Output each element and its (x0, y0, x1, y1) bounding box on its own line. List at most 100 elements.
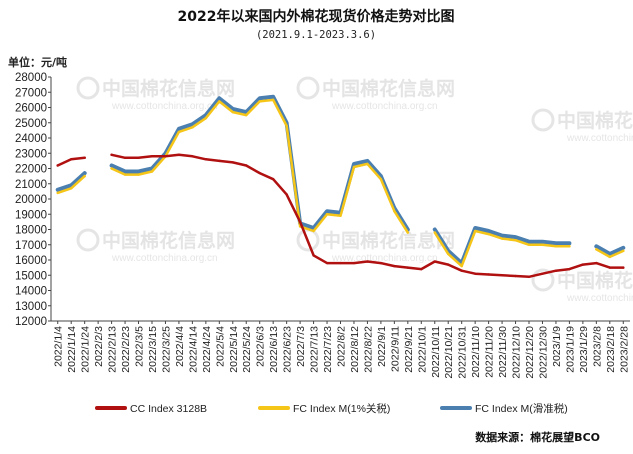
data-point (595, 245, 598, 248)
data-point (245, 113, 248, 117)
data-point (177, 130, 181, 134)
data-point (325, 213, 329, 216)
x-tick-label: 2022/10/21 (443, 326, 455, 379)
data-point (352, 165, 356, 169)
data-point (406, 231, 410, 234)
data-point (83, 174, 86, 178)
data-point (245, 164, 248, 167)
x-tick-label: 2022/9/11 (389, 326, 401, 372)
data-point (514, 238, 517, 242)
data-point (177, 127, 181, 131)
x-tick-label: 2022/12/30 (537, 326, 549, 379)
data-point (595, 248, 598, 251)
data-point (123, 170, 127, 173)
x-tick-label: 2022/2/3 (93, 326, 105, 367)
x-tick-label: 2022/12/20 (524, 326, 536, 379)
x-tick-label: 2022/10/1 (416, 326, 428, 373)
watermark-url: www.cottonchina.org.cn (111, 101, 218, 112)
y-tick-label: 17000 (15, 240, 47, 252)
x-tick-label: 2022/9/1 (376, 326, 388, 367)
data-point (366, 162, 369, 166)
x-tick-label: 2022/4/4 (174, 326, 186, 367)
data-point (608, 255, 612, 259)
data-point (69, 187, 73, 190)
data-point (379, 177, 383, 181)
y-tick-label: 13000 (15, 301, 47, 313)
x-tick-label: 2022/6/23 (282, 326, 294, 373)
data-point (191, 126, 194, 129)
data-point (393, 210, 396, 213)
data-point (447, 263, 450, 266)
x-tick-label: 2022/5/14 (228, 326, 240, 373)
data-point (83, 171, 86, 175)
data-point (69, 184, 73, 187)
data-point (433, 260, 436, 263)
x-tick-label: 2022/8/12 (349, 326, 361, 373)
watermark-url: www.cottonchina.org.cn (111, 253, 218, 264)
y-tick-label: 16000 (15, 255, 47, 267)
data-point (339, 214, 342, 217)
data-point (191, 155, 194, 158)
data-point (56, 191, 59, 195)
y-tick-label: 22000 (15, 164, 47, 176)
x-tick-label: 2023/2/8 (591, 326, 603, 367)
data-point (420, 267, 423, 271)
data-point (137, 170, 140, 173)
legend-item: FC Index M(滑准税) (440, 402, 568, 415)
chart-subtitle: (2021.9.1-2023.3.6) (256, 29, 376, 41)
data-point (366, 159, 369, 163)
data-point (312, 229, 315, 233)
data-point (473, 272, 477, 275)
data-point (258, 171, 261, 175)
x-tick-label: 2022/10/11 (430, 326, 442, 378)
data-point (218, 159, 221, 163)
watermarks: 中国棉花信息网www.cottonchina.org.cn中国棉花信息网www.… (76, 76, 633, 304)
y-tick-label: 23000 (15, 148, 47, 160)
watermark-url: www.cottonchina.org.cn (331, 101, 438, 112)
data-point (271, 177, 275, 181)
x-tick-label: 2022/6/3 (255, 326, 267, 367)
chart-title: 2022年以来国内外棉花现货价格走势对比图 (178, 8, 455, 25)
data-point (123, 156, 127, 160)
y-tick-label: 19000 (15, 209, 47, 221)
y-tick-label: 20000 (15, 194, 47, 206)
y-tick-label: 15000 (15, 270, 47, 282)
data-point (527, 243, 531, 246)
data-point (352, 162, 356, 166)
legend-label: CC Index 3128B (130, 403, 207, 415)
legend-label: FC Index M(1%关税) (293, 402, 390, 415)
data-point (527, 275, 531, 278)
x-tick-label: 2022/10/31 (457, 326, 469, 379)
x-tick-label: 2022/7/3 (295, 326, 307, 367)
data-point (339, 261, 342, 265)
x-tick-label: 2022/3/25 (160, 326, 172, 373)
x-tick-label: 2022/5/24 (241, 326, 253, 373)
data-point (312, 254, 315, 257)
data-point (393, 264, 396, 268)
data-point (514, 274, 517, 278)
legend-label: FC Index M(滑准税) (475, 402, 568, 415)
x-tick-label: 2023/1/29 (578, 326, 590, 373)
data-point (137, 173, 140, 176)
data-point (568, 267, 571, 271)
data-point (218, 97, 221, 100)
data-point (473, 229, 477, 233)
y-tick-label: 27000 (15, 87, 47, 99)
y-tick-label: 24000 (15, 133, 47, 145)
y-tick-label: 28000 (15, 72, 47, 84)
data-point (231, 107, 234, 111)
data-point (325, 210, 329, 213)
watermark-text: 中国棉花信息网 (322, 77, 455, 100)
y-tick-label: 26000 (15, 103, 47, 115)
data-point (460, 264, 463, 268)
x-tick-label: 2022/1/24 (80, 326, 92, 373)
data-point (150, 170, 154, 173)
data-point (177, 153, 181, 156)
data-point (595, 261, 598, 265)
y-tick-label: 12000 (15, 316, 47, 328)
unit-label: 单位：元/吨 (8, 55, 67, 69)
x-tick-label: 2022/8/22 (362, 326, 374, 373)
legend-item: CC Index 3128B (95, 403, 207, 415)
